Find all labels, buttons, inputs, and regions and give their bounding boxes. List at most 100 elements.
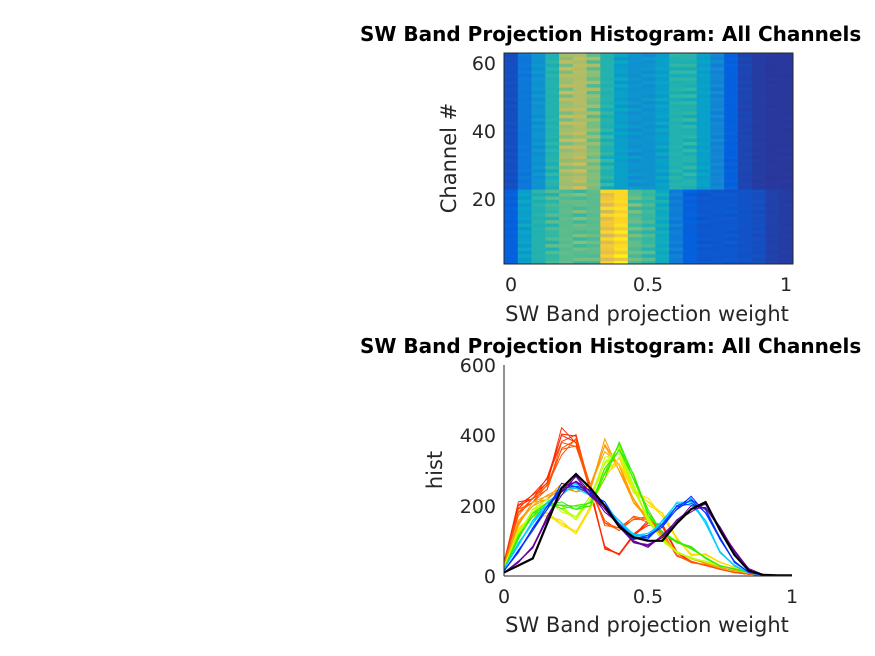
heatmap-cell	[779, 185, 794, 190]
heatmap-cell	[765, 202, 780, 207]
heatmap-cell	[710, 253, 725, 258]
heatmap-cell	[655, 151, 670, 156]
heatmap-cell	[627, 212, 643, 217]
heatmap-cell	[696, 236, 711, 241]
heatmap-cell	[504, 110, 519, 115]
heatmap-cell	[572, 185, 588, 190]
heatmap-cell	[572, 110, 588, 115]
heatmap-cell	[517, 110, 533, 115]
heatmap-cell	[751, 195, 766, 200]
heatmap-cell	[696, 127, 711, 132]
heatmap-cell	[765, 155, 780, 159]
heatmap-cell	[504, 260, 519, 265]
heatmap-cell	[751, 185, 766, 190]
heatmap-cell	[655, 144, 670, 149]
heatmap-cell	[531, 155, 546, 159]
heatmap-cell	[710, 93, 725, 98]
heatmap-cell	[682, 202, 698, 207]
heatmap-cell	[559, 246, 574, 251]
heatmap-cell	[559, 121, 574, 125]
heatmap-cell	[614, 246, 629, 251]
heatmap-cell	[669, 59, 684, 64]
heatmap-cell	[737, 240, 753, 245]
heatmap-cell	[545, 151, 560, 156]
heatmap-cell	[696, 70, 711, 74]
heatmap-cell	[572, 161, 588, 166]
heatmap-cell	[641, 87, 656, 91]
heatmap-cell	[517, 229, 533, 234]
heatmap-cell	[724, 63, 739, 68]
heatmap-cell	[545, 104, 560, 108]
heatmap-cell	[614, 158, 629, 163]
heatmap-cell	[545, 73, 560, 78]
heatmap-cell	[586, 168, 601, 173]
heatmap-cell	[751, 117, 766, 122]
heatmap-cell	[737, 185, 753, 190]
heatmap-cell	[545, 209, 560, 214]
heatmap-cell	[545, 59, 560, 64]
heatmap-cell	[779, 90, 794, 95]
heatmap-cell	[545, 195, 560, 200]
heatmap-cell	[710, 189, 725, 194]
heatmap-cell	[779, 229, 794, 234]
heatmap-cell	[682, 212, 698, 217]
heatmap-cell	[724, 134, 739, 139]
heatmap-cell	[559, 134, 574, 139]
heatmap-cell	[655, 134, 670, 139]
heatmap-cell	[751, 192, 766, 197]
heatmap-cell	[765, 253, 780, 258]
heatmap-cell	[751, 80, 766, 85]
heatmap-cell	[627, 189, 643, 194]
heatmap-cell	[572, 90, 588, 95]
heatmap-cell	[682, 243, 698, 248]
heatmap-cell	[517, 158, 533, 163]
heatmap-cell	[517, 148, 533, 153]
heatmap-cell	[751, 76, 766, 81]
heatmap-cell	[531, 66, 546, 71]
heatmap-cell	[682, 53, 698, 57]
heatmap-cell	[531, 151, 546, 156]
heatmap-cell	[586, 185, 601, 190]
heatmap-cell	[586, 141, 601, 146]
heatmap-cell	[545, 229, 560, 234]
series-line-yellow-green	[503, 444, 792, 576]
heatmap-cell	[586, 70, 601, 74]
heatmap-cell	[655, 107, 670, 112]
heatmap-cell	[545, 246, 560, 251]
heatmap-cell	[641, 219, 656, 224]
heatmap-cell	[600, 185, 615, 190]
heatmap-cell	[765, 178, 780, 183]
heatmap-cell	[517, 151, 533, 156]
heatmap-cell	[572, 114, 588, 119]
heatmap-cell	[655, 114, 670, 119]
heatmap-cell	[779, 226, 794, 231]
heatmap-cell	[614, 63, 629, 68]
heatmap-cell	[586, 223, 601, 228]
heatmap-cell	[559, 138, 574, 142]
heatmap-cell	[655, 216, 670, 221]
heatmap-cell	[572, 127, 588, 132]
heatmap-cell	[682, 178, 698, 183]
heatmap-cell	[572, 53, 588, 57]
heatmap-ytick: 40	[472, 121, 496, 143]
heatmap-cell	[655, 250, 670, 255]
heatmap-cell	[765, 199, 780, 204]
heatmap-cell	[627, 243, 643, 248]
heatmap-cell	[627, 236, 643, 241]
heatmap-cell	[572, 107, 588, 112]
heatmap-cell	[710, 195, 725, 200]
heatmap-cell	[517, 199, 533, 204]
heatmap-cell	[586, 243, 601, 248]
heatmap-cell	[600, 144, 615, 149]
heatmap-cell	[765, 66, 780, 71]
heatmap-cell	[696, 151, 711, 156]
heatmap-cell	[779, 117, 794, 122]
heatmap-cell	[572, 199, 588, 204]
heatmap-cell	[682, 63, 698, 68]
heatmap-cell	[545, 124, 560, 129]
heatmap-cell	[586, 219, 601, 224]
heatmap-cell	[682, 110, 698, 115]
heatmap-cell	[600, 158, 615, 163]
heatmap-cell	[600, 246, 615, 251]
heatmap-cell	[655, 189, 670, 194]
